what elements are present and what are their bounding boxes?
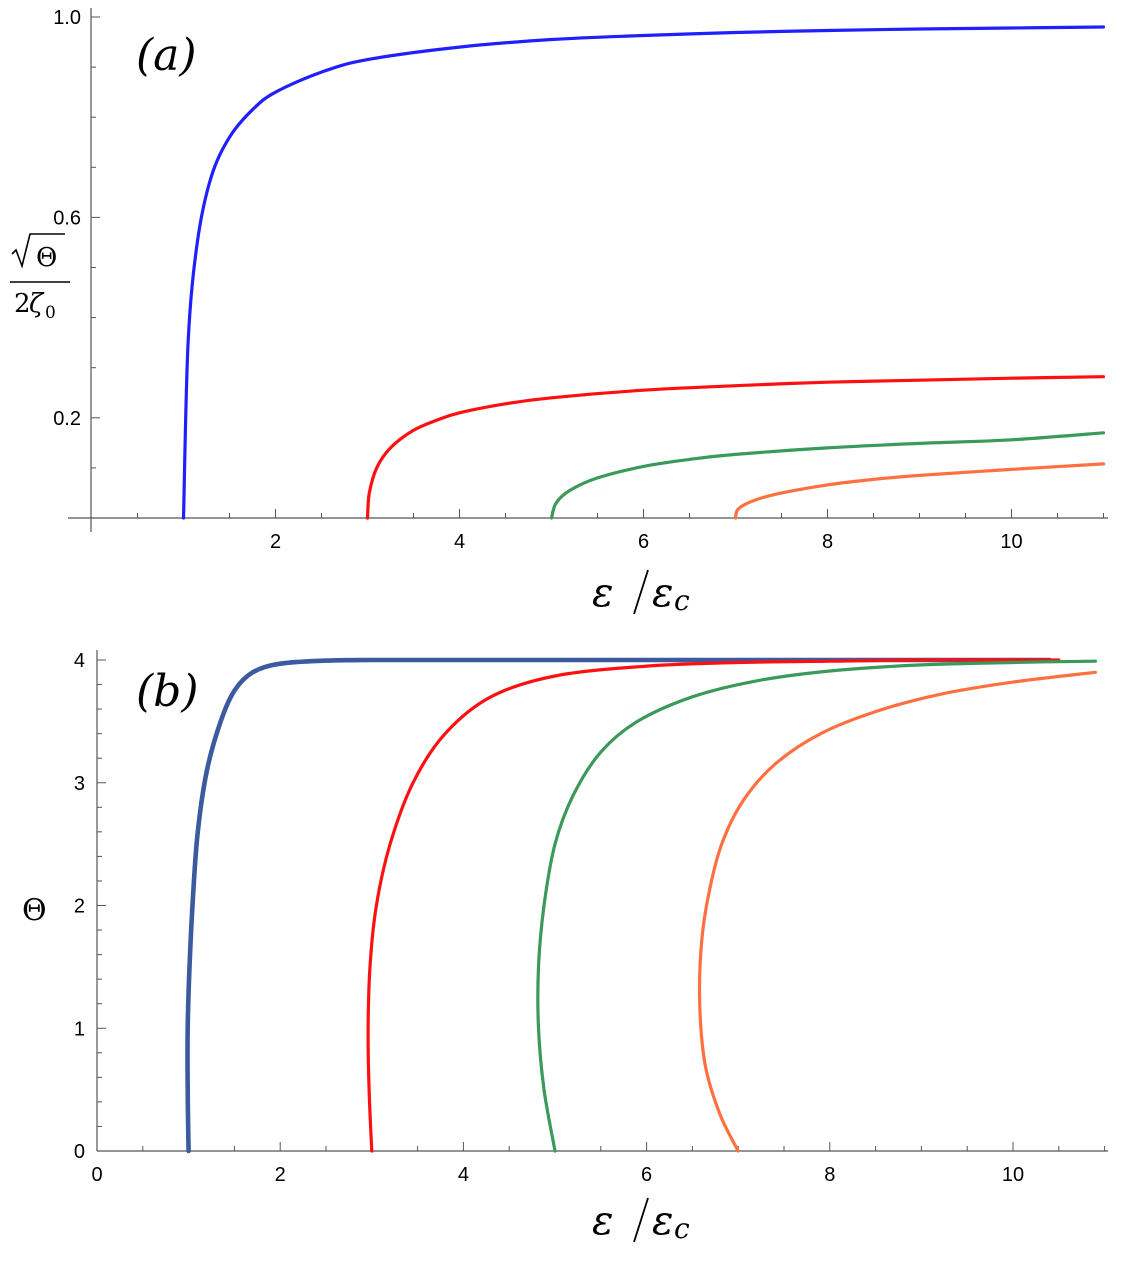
panel-a-ylabel: Θ 2 ζ 0 bbox=[10, 233, 70, 323]
panel-b-curves bbox=[185, 657, 1097, 1154]
svg-text:c: c bbox=[674, 584, 690, 617]
x-tick-label: 2 bbox=[275, 1164, 286, 1186]
series-line-4 bbox=[697, 670, 1097, 1153]
panel-b-ylabel: Θ bbox=[22, 893, 47, 928]
x-tick-label: 4 bbox=[454, 531, 465, 553]
series-line-2 bbox=[366, 658, 1061, 1153]
panel-a-curves bbox=[181, 25, 1106, 520]
y-tick-label: 3 bbox=[74, 773, 85, 795]
x-tick-label: 0 bbox=[91, 1164, 102, 1186]
svg-text:ε: ε bbox=[652, 1198, 673, 1244]
y-tick-label: 2 bbox=[74, 896, 85, 918]
series-line-3 bbox=[549, 431, 1106, 520]
svg-text:ε: ε bbox=[652, 570, 673, 616]
panel-b-xlabel: ε ε c bbox=[592, 1197, 690, 1245]
svg-text:ε: ε bbox=[592, 1198, 613, 1244]
panel-a-xlabel: ε ε c bbox=[592, 569, 690, 617]
panel-b-label: (b) bbox=[136, 666, 199, 717]
series-line-2 bbox=[365, 375, 1106, 520]
y-tick-label: 0 bbox=[74, 1141, 85, 1163]
panel-a-label: (a) bbox=[136, 30, 197, 81]
svg-text:c: c bbox=[674, 1212, 690, 1245]
svg-text:ε: ε bbox=[592, 570, 613, 616]
series-line-4 bbox=[733, 462, 1106, 520]
y-tick-label: 1 bbox=[74, 1018, 85, 1040]
y-tick-label: 4 bbox=[74, 650, 85, 672]
x-tick-label: 4 bbox=[458, 1164, 469, 1186]
series-line-1 bbox=[181, 25, 1106, 520]
sqrt-sign bbox=[11, 233, 65, 269]
panel-a-tick-labels: 2 4 6 8 10 0.2 0.6 1.0 bbox=[53, 7, 1022, 553]
y-tick-label: 0.6 bbox=[53, 207, 81, 229]
svg-text:ζ: ζ bbox=[29, 289, 45, 319]
series-line-3 bbox=[536, 659, 1097, 1153]
svg-text:2: 2 bbox=[14, 289, 31, 319]
series-line-1 bbox=[185, 657, 1052, 1154]
panel-b-axes bbox=[96, 650, 1108, 1152]
x-tick-label: 6 bbox=[641, 1164, 652, 1186]
x-tick-label: 2 bbox=[270, 531, 281, 553]
svg-text:Θ: Θ bbox=[36, 243, 57, 273]
panel-a: 2 4 6 8 10 0.2 0.6 1.0 (a) Θ 2 ζ 0 ε ε c bbox=[10, 7, 1108, 617]
panel-b-ticks bbox=[97, 659, 1106, 1152]
x-tick-label: 6 bbox=[638, 531, 649, 553]
x-tick-label: 8 bbox=[824, 1164, 835, 1186]
x-tick-label: 10 bbox=[1002, 1164, 1024, 1186]
panel-b-tick-labels: 0 2 4 6 8 10 0 1 2 3 4 bbox=[74, 650, 1024, 1186]
panel-b: 0 2 4 6 8 10 0 1 2 3 4 (b) Θ ε ε c bbox=[22, 650, 1108, 1245]
x-tick-label: 10 bbox=[1000, 531, 1022, 553]
svg-text:0: 0 bbox=[45, 303, 56, 323]
y-tick-label: 1.0 bbox=[53, 7, 81, 29]
y-tick-label: 0.2 bbox=[53, 408, 81, 430]
panel-a-axes bbox=[68, 8, 1108, 532]
x-tick-label: 8 bbox=[822, 531, 833, 553]
